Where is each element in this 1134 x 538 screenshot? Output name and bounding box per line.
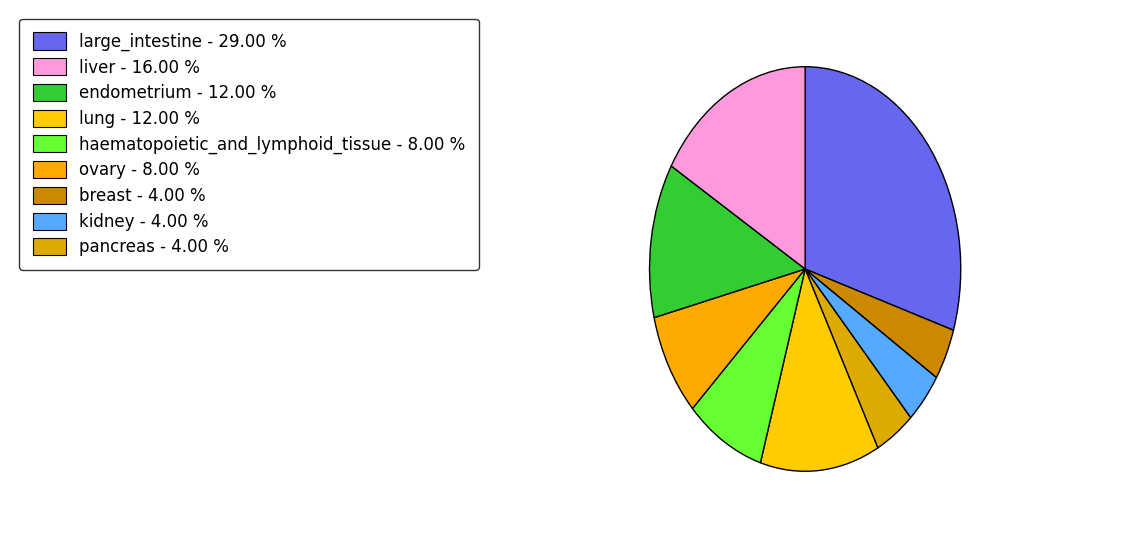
Wedge shape bbox=[761, 269, 878, 471]
Wedge shape bbox=[671, 67, 805, 269]
Wedge shape bbox=[805, 269, 911, 448]
Wedge shape bbox=[805, 269, 954, 378]
Legend: large_intestine - 29.00 %, liver - 16.00 %, endometrium - 12.00 %, lung - 12.00 : large_intestine - 29.00 %, liver - 16.00… bbox=[19, 19, 479, 270]
Wedge shape bbox=[650, 166, 805, 317]
Wedge shape bbox=[693, 269, 805, 463]
Wedge shape bbox=[805, 269, 937, 417]
Wedge shape bbox=[805, 67, 960, 330]
Wedge shape bbox=[654, 269, 805, 408]
